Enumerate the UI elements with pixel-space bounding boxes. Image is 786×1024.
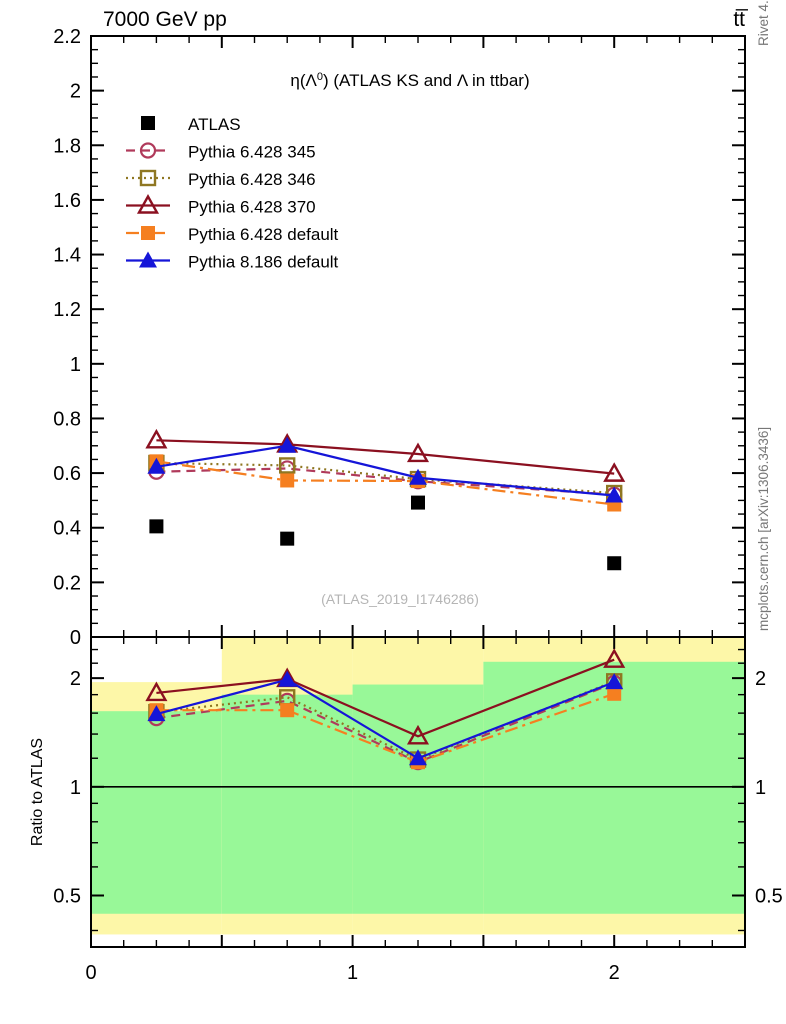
series-line-ratio-3 (156, 658, 615, 738)
y-tick-label: 0 (70, 627, 81, 649)
y-tick-label: 0.6 (53, 463, 81, 485)
marker-filled-square (141, 116, 155, 130)
marker-filled-square (411, 495, 425, 510)
ratio-band-green-2 (352, 684, 484, 914)
ratio-y-tick-label-left: 1 (70, 777, 81, 799)
marker-filled-triangle (605, 486, 624, 503)
ratio-band-green-3 (483, 661, 745, 914)
marker-open-circle (139, 142, 157, 159)
ratio-y-tick-label-right: 0.5 (755, 885, 783, 907)
y-tick-label: 1 (70, 354, 81, 376)
y-tick-label: 0.8 (53, 408, 81, 430)
ratio-y-tick-label-right: 1 (755, 777, 766, 799)
marker-open-square (279, 457, 296, 474)
marker-filled-square (280, 703, 295, 718)
marker-open-triangle (136, 194, 160, 214)
ratio-y-tick-label-left: 0.5 (53, 885, 81, 907)
sidenote-bottom: mcplots.cern.ch [arXiv:1306.3436] (756, 427, 771, 631)
marker-open-triangle (406, 442, 430, 463)
y-tick-label: 0.2 (53, 572, 81, 594)
watermark-label: (ATLAS_2019_I1746286) (321, 591, 479, 607)
x-tick-label: 0 (85, 962, 96, 984)
y-tick-label: 2.2 (53, 26, 81, 48)
header-left-label: 7000 GeV pp (103, 8, 227, 31)
y-tick-label: 1.4 (53, 245, 81, 267)
marker-filled-square (280, 531, 295, 546)
marker-filled-square (607, 556, 622, 571)
y-tick-label: 1.8 (53, 135, 81, 157)
ratio-y-axis-label: Ratio to ATLAS (29, 738, 46, 846)
marker-open-triangle (603, 462, 626, 482)
marker-filled-triangle (278, 670, 297, 687)
y-tick-label: 2 (70, 81, 81, 103)
series-line-main-1 (156, 467, 615, 496)
ratio-y-tick-label-right: 2 (755, 668, 766, 690)
marker-filled-triangle (147, 705, 166, 722)
marker-filled-triangle (409, 749, 427, 766)
marker-open-triangle (145, 428, 168, 449)
series-line-ratio-2 (156, 680, 615, 761)
plot-title: η(Λ0) (ATLAS KS and Λ in ttbar) (290, 71, 529, 90)
marker-open-triangle (603, 648, 626, 668)
marker-open-square (139, 169, 157, 187)
series-line-main-5 (156, 444, 615, 497)
series-line-ratio-5 (156, 678, 615, 760)
legend-label-3: Pythia 6.428 370 (188, 198, 316, 217)
y-tick-label: 1.2 (53, 299, 81, 321)
marker-filled-triangle (278, 436, 297, 453)
ratio-y-tick-label-left: 2 (70, 668, 81, 690)
y-tick-label: 0.4 (53, 518, 81, 540)
marker-filled-square (149, 519, 164, 534)
marker-filled-square (280, 473, 295, 488)
header-right-label: tt̅ (733, 8, 749, 31)
y-tick-label: 1.6 (53, 190, 81, 212)
ratio-band-green-0 (91, 711, 222, 914)
sidenote-top: Rivet 4.1.0, ≥ 100k events (756, 0, 771, 46)
legend-label-1: Pythia 6.428 345 (188, 143, 316, 162)
x-tick-label: 1 (347, 962, 358, 984)
marker-open-triangle (406, 724, 430, 745)
marker-filled-triangle (147, 457, 166, 474)
legend-label-4: Pythia 6.428 default (188, 225, 339, 244)
legend-label-0: ATLAS (188, 115, 241, 134)
x-tick-label: 2 (609, 962, 620, 984)
series-line-ratio-4 (156, 692, 615, 764)
series-line-main-3 (156, 439, 615, 475)
series-line-ratio-1 (156, 681, 615, 764)
legend-label-5: Pythia 8.186 default (188, 253, 339, 272)
marker-open-triangle (145, 681, 168, 702)
marker-filled-square (607, 686, 622, 701)
ratio-band-green-1 (221, 694, 353, 914)
legend-label-2: Pythia 6.428 346 (188, 170, 316, 189)
marker-filled-triangle (139, 251, 157, 268)
marker-filled-triangle (409, 468, 427, 485)
marker-filled-triangle (605, 673, 624, 690)
marker-filled-square (141, 226, 155, 240)
